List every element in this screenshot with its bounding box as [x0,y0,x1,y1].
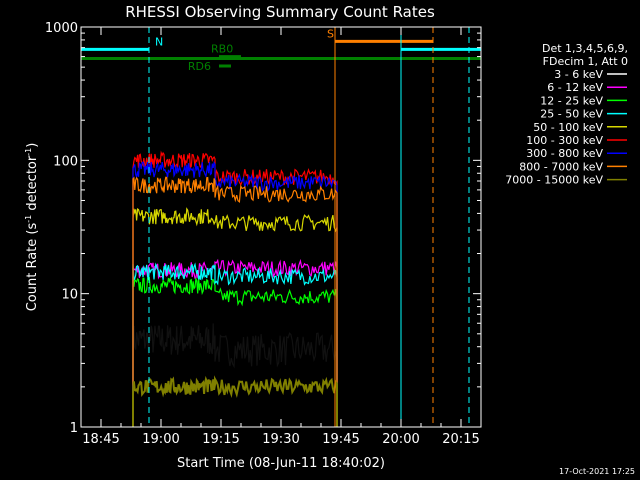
series-line-4 [132,207,338,427]
chart-title: RHESSI Observing Summary Count Rates [125,3,435,21]
legend-header-1: Det 1,3,4,5,6,9, [542,42,628,55]
x-tick-label-6: 20:15 [442,432,479,447]
flag-label-1: S [327,27,334,40]
series-line-0 [132,323,338,427]
x-tick-label-2: 19:15 [202,432,239,447]
y-axis-label-sup2: -1 [24,148,33,156]
flag-label-3: RB0 [211,43,233,56]
legend-header-2: FDecim 1, Att 0 [543,55,628,68]
series-line-6 [132,161,338,427]
x-tick-label-3: 19:30 [262,432,299,447]
axis-layer: 18:45 19:00 19:15 19:30 19:45 20:00 20:15 1 10 10… [45,21,482,447]
y-axis-label: Count Rate (s-1 detector-1) [24,143,40,312]
y-tick-label-1: 10 [61,288,78,303]
x-tick-label-4: 19:45 [322,432,359,447]
legend-label-1: 6 - 12 keV [547,81,603,94]
x-axis-label: Start Time (08-Jun-11 18:40:02) [177,456,385,471]
y-axis-label-sup1: -1 [24,215,33,223]
flag-label-2: RD6 [188,60,211,73]
series-line-7 [132,176,338,427]
legend-label-8: 7000 - 15000 keV [505,174,603,187]
x-tick-label-5: 20:00 [382,432,419,447]
y-axis-label-mid: detector [25,155,40,215]
y-tick-label-2: 100 [53,154,78,169]
legend-label-2: 12 - 25 keV [540,94,603,107]
flag-label-0: N [155,35,163,48]
y-tick-label-3: 1000 [45,21,78,36]
legend-label-3: 25 - 50 keV [540,108,603,121]
y-axis-label-start: Count Rate (s [25,223,40,312]
y-axis-label-end: ) [25,143,40,148]
x-tick-label-0: 18:45 [82,432,119,447]
plot-frame [80,26,482,428]
legend-label-5: 100 - 300 keV [526,134,603,147]
legend-label-0: 3 - 6 keV [554,68,603,81]
y-tick-label-0: 1 [70,421,78,436]
x-tick-label-1: 19:00 [142,432,179,447]
vline-layer [148,27,470,427]
legend-label-6: 300 - 800 keV [526,147,603,160]
series-layer [132,150,338,427]
footer-timestamp: 17-Oct-2021 17:25 [559,467,635,476]
series-line-2 [132,275,338,427]
legend-label-4: 50 - 100 keV [533,121,603,134]
series-line-3 [132,262,338,427]
legend-label-7: 800 - 7000 keV [519,160,603,173]
series-line-8 [132,375,338,427]
